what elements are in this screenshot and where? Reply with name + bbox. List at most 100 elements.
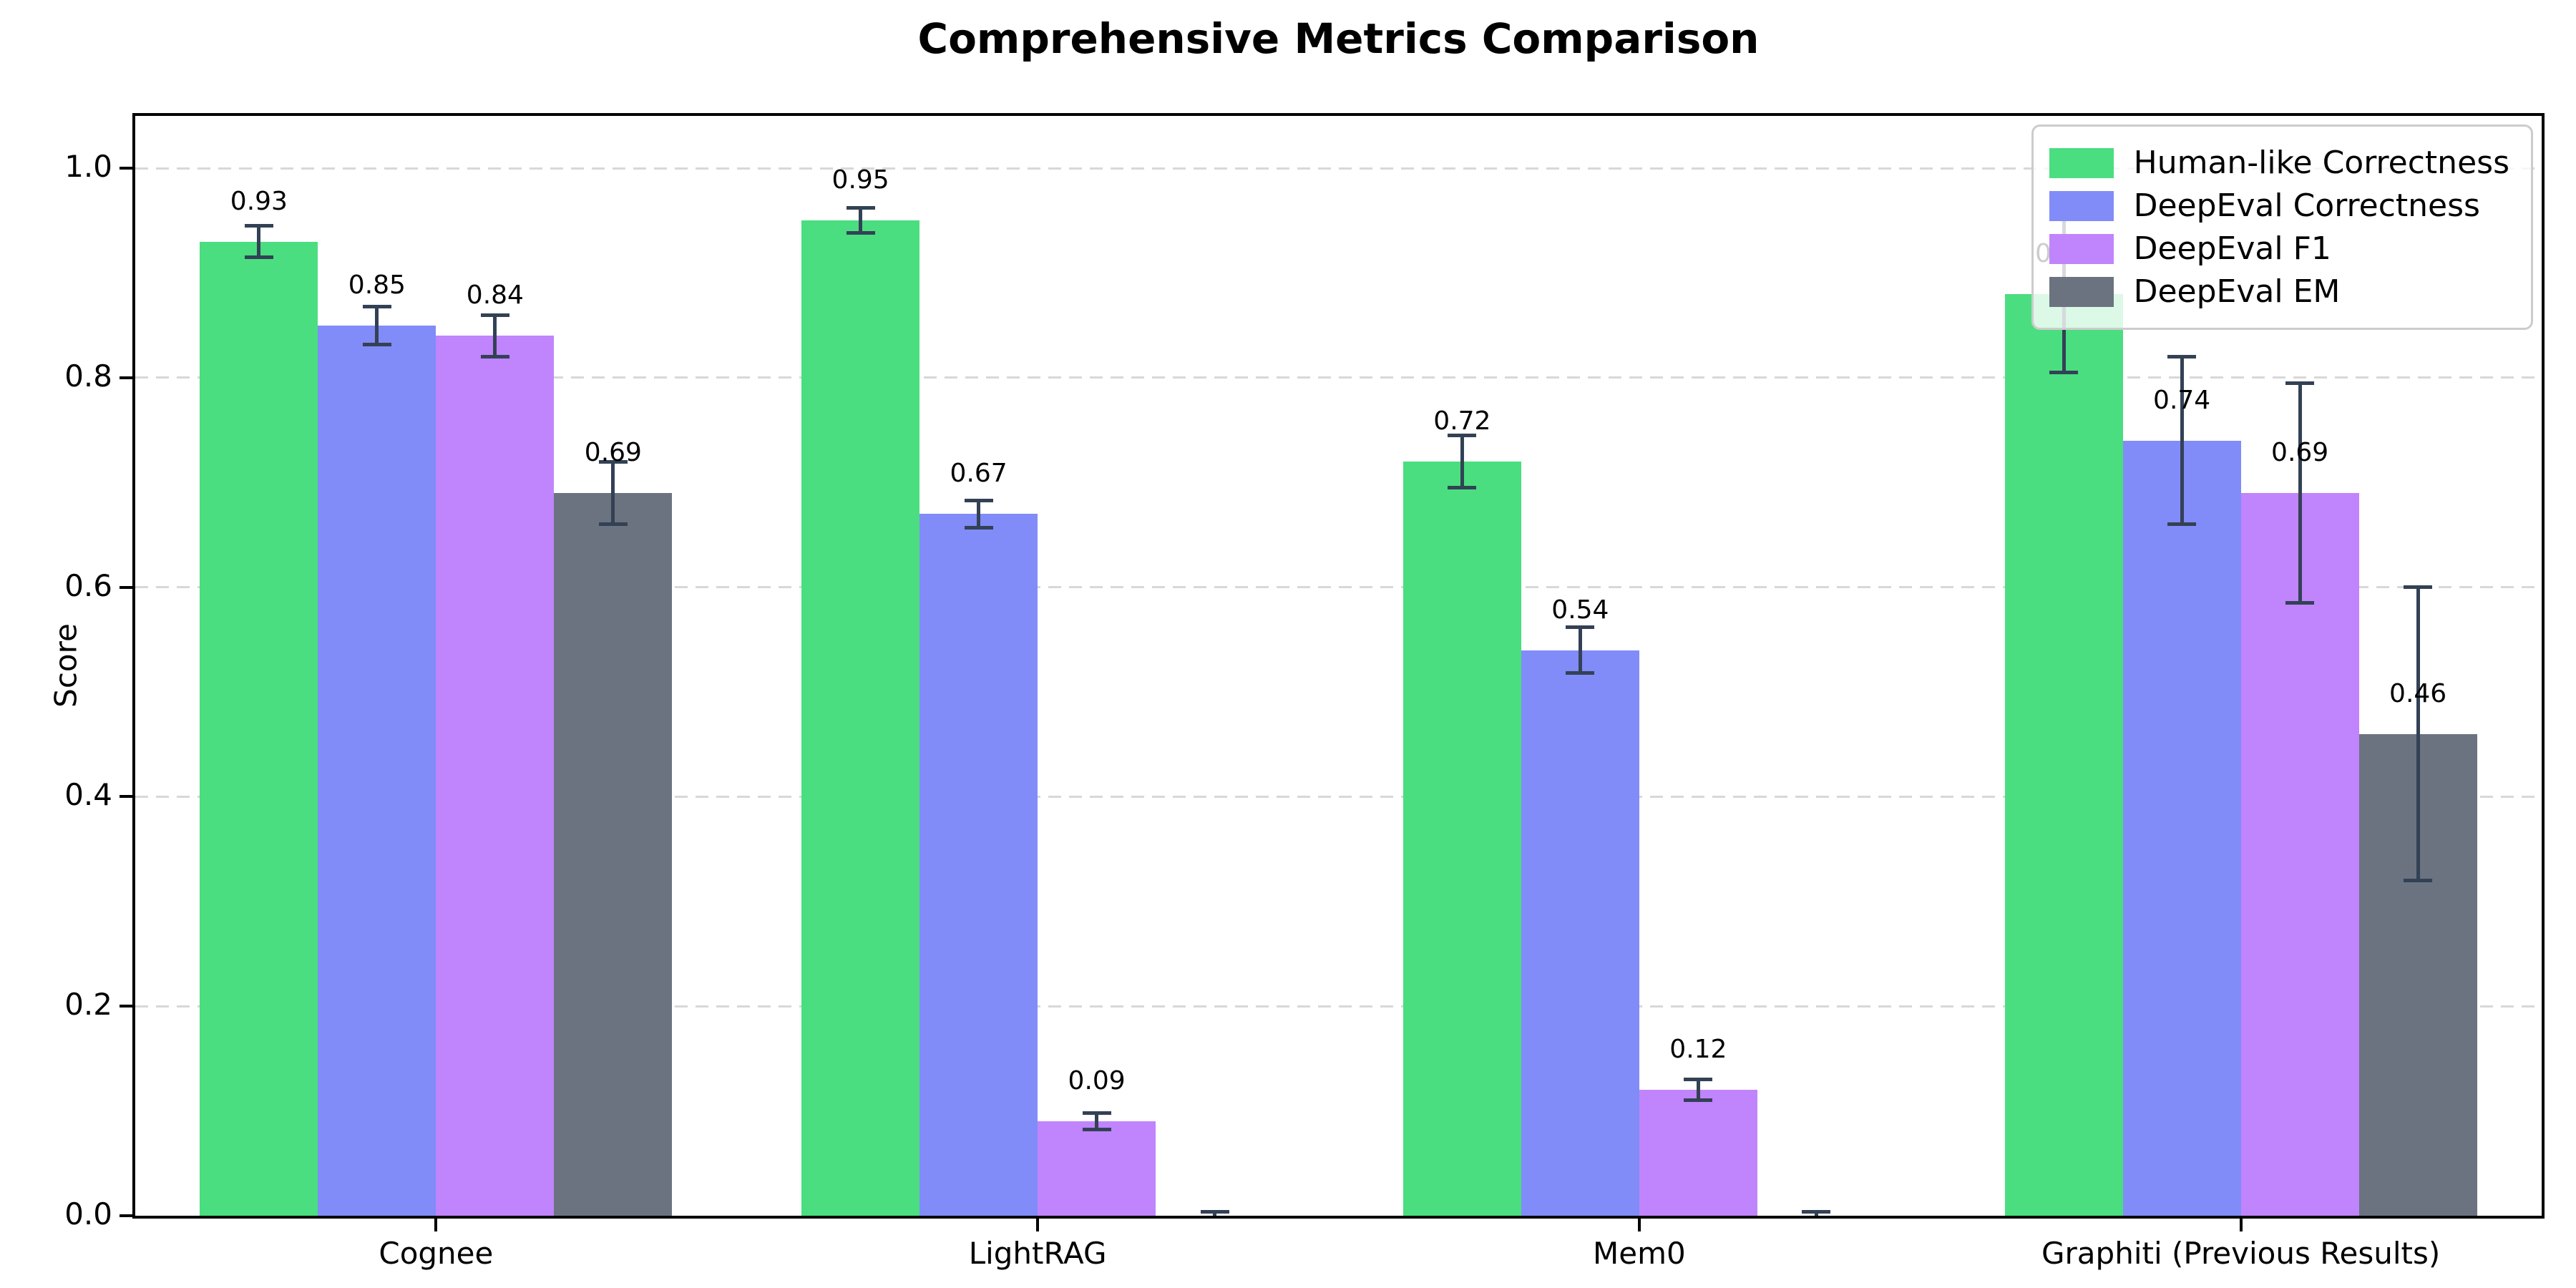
bar-value-label: 0.69 [584,437,642,467]
legend-swatch [2049,190,2114,221]
bar [801,220,920,1216]
bar-value-label: 0.95 [831,165,889,195]
y-tick-label: 0.4 [64,777,112,813]
gridline [135,167,2542,170]
y-tick-mark [119,167,132,170]
bar [2122,440,2241,1216]
error-bar-cap [846,206,875,210]
y-tick-label: 0.2 [64,987,112,1023]
error-bar-cap [480,313,509,317]
error-bar [2298,383,2302,603]
x-tick-mark [434,1219,438,1231]
error-bar [257,225,261,258]
bar [436,336,555,1216]
bar-value-label: 0.09 [1068,1066,1126,1096]
error-bar-cap [1566,671,1595,675]
y-tick-label: 0.0 [64,1196,112,1231]
plot-area: Human-like Correctness DeepEval Correctn… [132,113,2545,1219]
legend-swatch [2049,233,2114,264]
chart-title: Comprehensive Metrics Comparison [917,14,1760,63]
error-bar-cap [598,522,628,527]
y-tick-mark [119,795,132,799]
bar-value-label: 0.54 [1551,595,1609,625]
bar [1639,1090,1757,1216]
bar [919,514,1038,1216]
bar-value-label: 0.72 [1433,406,1491,436]
x-tick-mark [1036,1219,1040,1231]
error-bar-cap [598,459,628,464]
error-bar [977,500,981,528]
error-bar [2180,356,2184,525]
bar [1038,1121,1156,1216]
gridline [135,795,2542,798]
y-tick-mark [119,376,132,379]
bar [2240,492,2359,1216]
bar [2004,293,2123,1216]
error-bar [1578,627,1582,673]
gridline [135,586,2542,589]
bar [1402,462,1521,1216]
bar [318,325,436,1216]
x-tick-mark [2239,1219,2243,1231]
y-tick-mark [119,585,132,589]
y-tick-label: 0.6 [64,567,112,603]
x-tick-label: Cognee [379,1236,494,1271]
error-bar-cap [2404,585,2433,590]
bar-value-label: 0.67 [950,459,1008,489]
legend-label: DeepEval Correctness [2133,187,2480,224]
error-bar-cap [480,355,509,359]
bar-value-label: 0.46 [2389,678,2447,708]
bar-value-label: 0.85 [348,270,406,300]
error-bar-cap [1448,433,1477,437]
x-tick-label: Graphiti (Previous Results) [2041,1236,2441,1271]
legend-item: DeepEval F1 [2049,230,2509,267]
legend-item: Human-like Correctness [2049,145,2509,181]
error-bar-cap [2167,355,2197,359]
legend-swatch [2049,147,2114,178]
y-tick-mark [119,1214,132,1217]
y-tick-label: 1.0 [64,149,112,185]
bar-value-label: 0.93 [230,186,288,216]
error-bar-cap [1082,1111,1111,1116]
gridline [135,1005,2542,1008]
x-tick-label: LightRAG [968,1236,1107,1271]
y-tick-mark [119,1005,132,1008]
error-bar [1696,1079,1700,1101]
bar-value-label: 0.69 [2271,437,2329,467]
legend: Human-like Correctness DeepEval Correctn… [2031,125,2533,330]
error-bar-cap [2285,381,2315,385]
error-bar-cap [362,342,391,346]
error-bar-cap [1802,1209,1831,1214]
error-bar [1460,435,1464,488]
legend-item: DeepEval Correctness [2049,187,2509,224]
bar-value-label: 0.12 [1669,1035,1727,1065]
error-bar-cap [2285,601,2315,605]
x-tick-mark [1637,1219,1641,1231]
legend-label: DeepEval F1 [2133,230,2331,267]
bar [1521,650,1639,1216]
error-bar-cap [1684,1078,1713,1082]
error-bar [1213,1211,1217,1216]
y-axis-label: Score [48,623,84,708]
legend-swatch [2049,276,2114,307]
error-bar-cap [1448,486,1477,490]
error-bar-cap [362,304,391,308]
legend-label: Human-like Correctness [2133,145,2509,181]
bar-value-label: 0.74 [2153,385,2211,415]
error-bar-cap [1566,625,1595,629]
legend-label: DeepEval EM [2133,273,2341,310]
error-bar [859,208,863,233]
error-bar-cap [2167,522,2197,527]
error-bar-cap [244,224,273,228]
y-tick-label: 0.8 [64,358,112,394]
error-bar [375,306,379,345]
error-bar [1095,1113,1099,1130]
gridline [135,376,2542,379]
error-bar-cap [964,525,993,530]
error-bar-cap [244,255,273,260]
error-bar [611,462,615,525]
bar-value-label: 0.84 [466,280,524,311]
error-bar [1814,1211,1818,1216]
bar [554,492,673,1216]
